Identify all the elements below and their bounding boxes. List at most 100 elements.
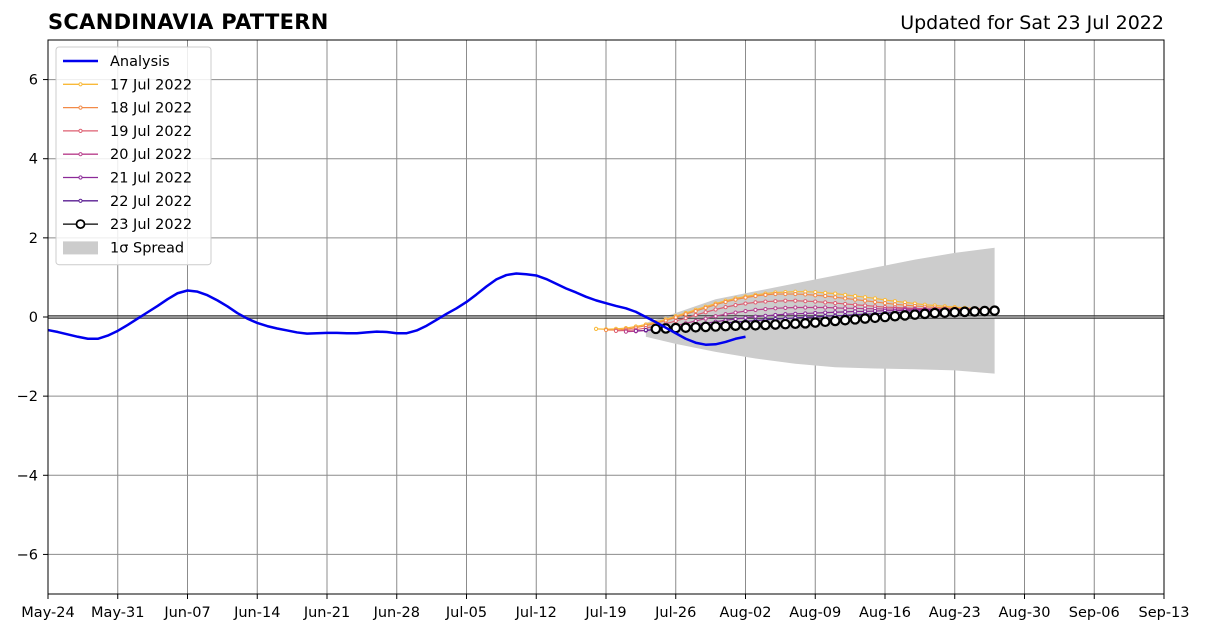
chart-title: SCANDINAVIA PATTERN [48, 10, 329, 34]
forecast-point [803, 299, 808, 304]
y-tick-label: 2 [29, 231, 38, 247]
x-tick-label: Aug-02 [720, 605, 772, 621]
legend-label: 22 Jul 2022 [110, 194, 192, 210]
forecast-point [949, 306, 961, 318]
forecast-point [753, 307, 758, 312]
x-tick-label: Jul-26 [654, 605, 696, 621]
forecast-point [809, 317, 821, 328]
forecast-point [650, 323, 662, 335]
forecast-point [613, 328, 619, 333]
x-tick-label: Jul-05 [445, 605, 487, 621]
forecast-point [853, 297, 858, 302]
spread-band [645, 247, 995, 374]
axes: May-24 May-31 Jun-07 Jun-14 Jun-21 Jun-28 Jul-… [17, 39, 1190, 621]
forecast-point [843, 309, 848, 314]
forecast-point [929, 307, 941, 319]
forecast-point [823, 300, 828, 305]
forecast-point [793, 305, 798, 310]
forecast-point [862, 298, 868, 303]
forecast-point [763, 306, 768, 312]
forecast-point [872, 299, 878, 305]
forecast-point [723, 299, 728, 305]
forecast-point [713, 314, 718, 319]
x-tick-label: Jun-28 [373, 605, 420, 621]
y-tick-label: −4 [17, 468, 38, 484]
forecast-point [773, 299, 778, 304]
forecast-point [959, 306, 971, 318]
zero-line [48, 315, 1164, 319]
forecast-point [899, 310, 911, 321]
forecast-point [763, 299, 768, 304]
forecast-point [713, 307, 718, 312]
forecast-point [763, 313, 768, 318]
forecast-point [823, 293, 828, 299]
forecast-point [593, 326, 599, 331]
forecast-point [633, 328, 638, 333]
forecast-point [833, 295, 838, 300]
forecast-point [740, 320, 751, 331]
forecast-point [790, 318, 801, 330]
x-tick-label: Aug-23 [929, 605, 981, 621]
forecast-point [773, 291, 778, 297]
forecast-point [833, 301, 838, 306]
forecast-point [753, 300, 758, 305]
forecast-point [919, 308, 931, 320]
forecast-point [723, 312, 728, 317]
forecast-point [703, 305, 708, 310]
forecast-point [703, 310, 708, 315]
x-tick-label: Jul-19 [584, 605, 626, 621]
forecast-point [713, 302, 718, 307]
forecast-point [843, 296, 848, 301]
forecast-point [690, 321, 701, 333]
forecast-point [700, 321, 711, 333]
forecast-point [720, 320, 731, 332]
forecast-point [780, 318, 791, 330]
analysis-line [47, 272, 746, 346]
forecast-point [743, 308, 748, 314]
spread-area [645, 247, 995, 374]
forecast-point [833, 305, 838, 310]
forecast-point [813, 299, 818, 304]
legend-label: 17 Jul 2022 [110, 77, 192, 93]
x-tick-label: Sep-13 [1138, 605, 1189, 621]
x-tick-label: Aug-09 [789, 605, 841, 621]
forecast-point [680, 322, 692, 333]
forecast-point [693, 308, 698, 314]
updated-label: Updated for Sat 23 Jul 2022 [900, 12, 1164, 34]
legend-marker [78, 198, 83, 203]
forecast-point [730, 320, 741, 332]
forecast-point [882, 301, 888, 306]
forecast-point [603, 327, 609, 333]
x-tick-label: May-31 [91, 605, 144, 621]
forecast-point [803, 292, 808, 297]
forecast-point [799, 318, 811, 329]
forecast-point [760, 319, 771, 331]
forecast-point [763, 292, 768, 297]
forecast-point [733, 303, 738, 308]
x-tick-label: Jun-14 [233, 605, 280, 621]
forecast-point [939, 307, 951, 318]
forecast-point [750, 320, 761, 331]
forecast-point [813, 293, 818, 298]
y-tick-label: 0 [29, 310, 38, 326]
forecast-point [843, 292, 848, 297]
x-tick-label: May-24 [21, 605, 74, 621]
legend-label: 1σ Spread [110, 240, 184, 256]
forecast-point [833, 310, 838, 315]
forecast-point [743, 295, 748, 300]
analysis-series [47, 272, 746, 346]
forecast-point [813, 310, 818, 316]
forecast-series [593, 289, 1000, 335]
forecast-point [753, 293, 758, 299]
forecast-point [710, 321, 721, 332]
forecast-point [843, 301, 848, 307]
forecast-point [813, 305, 818, 310]
legend-label: 18 Jul 2022 [110, 101, 192, 117]
forecast-point [783, 291, 788, 297]
forecast-point [783, 305, 788, 310]
forecast-point [770, 319, 781, 330]
forecast-point [793, 298, 798, 303]
forecast-point [683, 312, 688, 317]
forecast-point [783, 312, 788, 317]
forecast-point [909, 309, 921, 320]
